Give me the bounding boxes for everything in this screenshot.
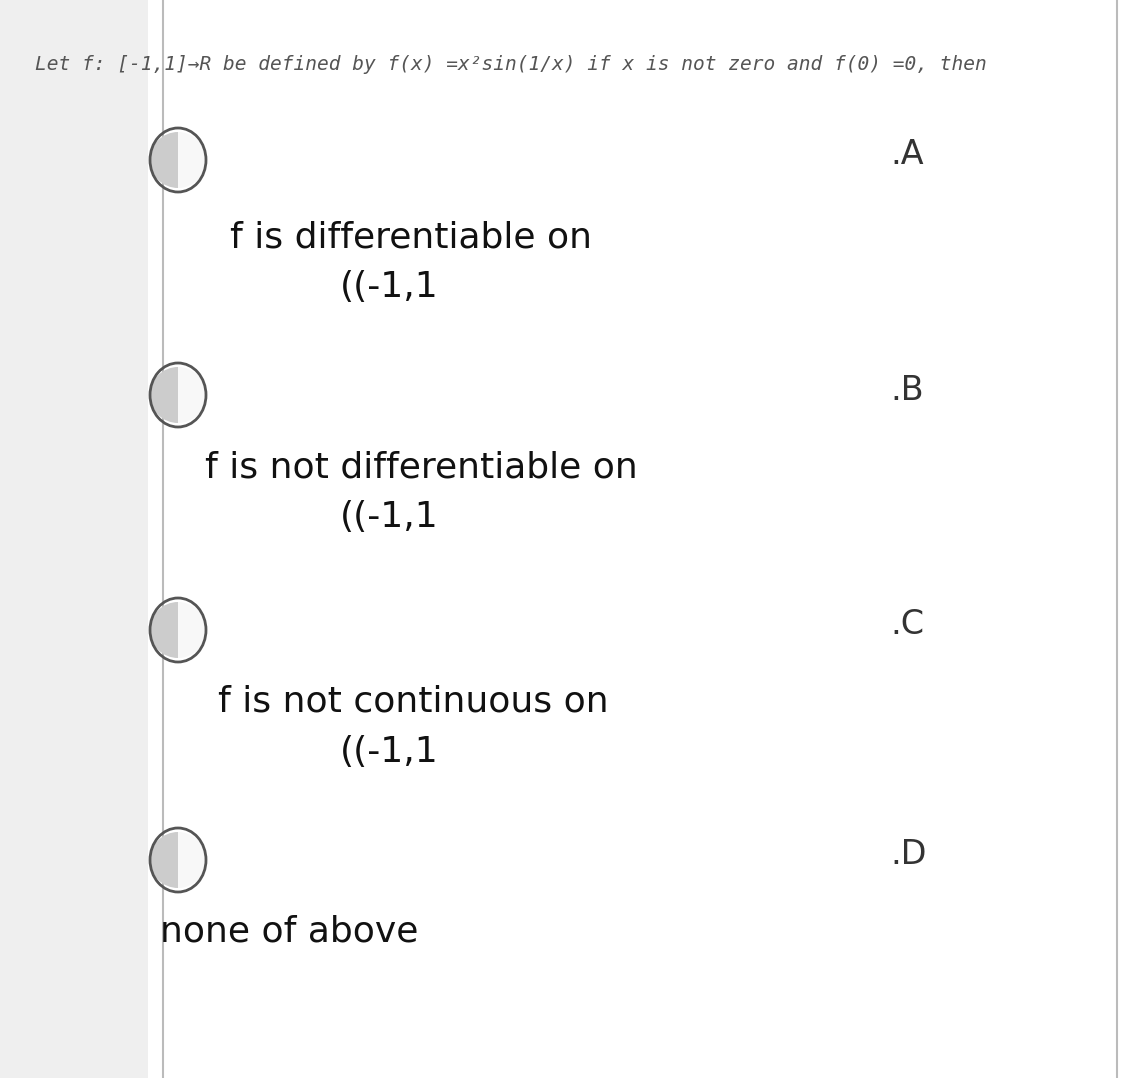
Text: ((-1,1: ((-1,1 (339, 270, 438, 304)
Text: .B: .B (890, 373, 924, 406)
Text: .A: .A (890, 138, 924, 171)
Text: f is not differentiable on: f is not differentiable on (205, 450, 637, 484)
Wedge shape (149, 602, 178, 658)
Wedge shape (149, 367, 178, 423)
Text: f is not continuous on: f is not continuous on (218, 685, 608, 719)
Text: none of above: none of above (160, 915, 418, 949)
Text: Let f: [-1,1]→R be defined by f(x) =x²sin(1/x) if x is not zero and f(0) =0, the: Let f: [-1,1]→R be defined by f(x) =x²si… (35, 55, 987, 74)
Wedge shape (149, 132, 178, 188)
Wedge shape (149, 832, 178, 888)
Text: .C: .C (890, 608, 924, 641)
Bar (0, 0, 148, 1078)
Text: f is differentiable on: f is differentiable on (230, 220, 592, 254)
Text: .D: .D (890, 839, 926, 871)
Text: ((-1,1: ((-1,1 (339, 500, 438, 534)
Wedge shape (178, 132, 206, 188)
Wedge shape (178, 367, 206, 423)
Wedge shape (178, 832, 206, 888)
Text: ((-1,1: ((-1,1 (339, 735, 438, 769)
Wedge shape (178, 602, 206, 658)
